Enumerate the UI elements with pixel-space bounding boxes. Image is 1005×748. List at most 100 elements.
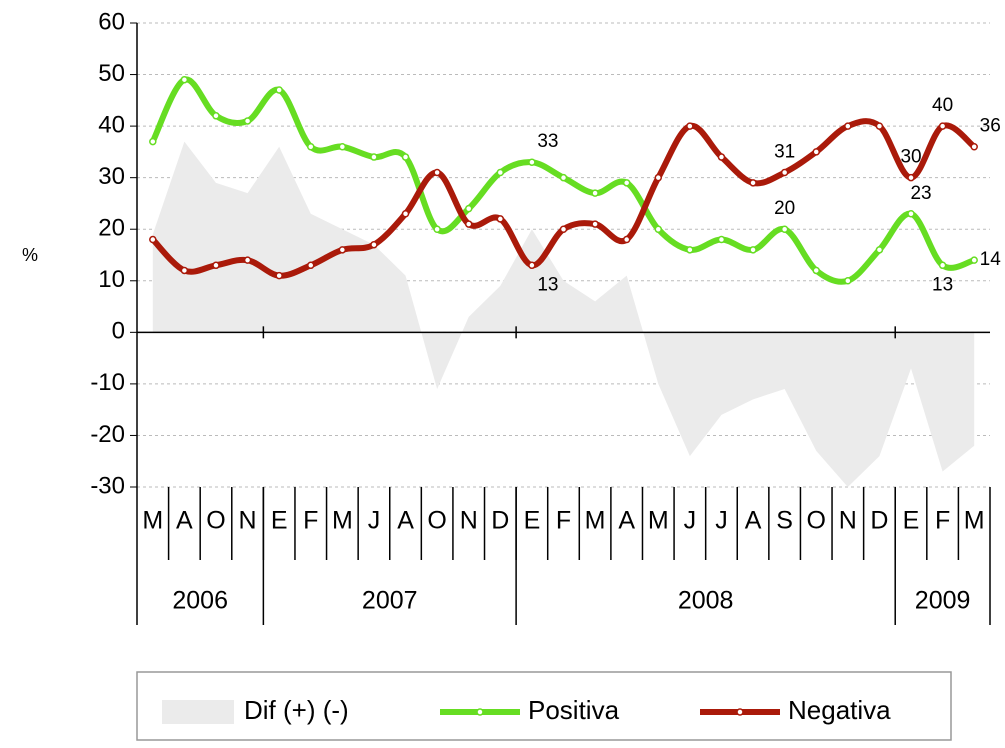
marker	[433, 225, 441, 233]
x-tick-label: O	[807, 507, 826, 535]
y-tick-label: 30	[98, 163, 125, 190]
y-tick-label: 0	[112, 318, 125, 345]
x-tick-label: F	[935, 507, 950, 535]
marker	[654, 225, 663, 233]
marker	[528, 261, 536, 270]
x-tick-label: M	[964, 507, 985, 535]
y-tick-label: 40	[98, 111, 125, 138]
marker	[149, 137, 157, 146]
data-label: 23	[910, 183, 931, 204]
marker	[180, 266, 189, 275]
x-tick-label: E	[903, 507, 920, 535]
marker	[401, 210, 410, 218]
marker	[970, 142, 978, 151]
marker	[844, 277, 852, 285]
x-tick-label: A	[176, 507, 193, 535]
marker	[938, 261, 947, 270]
x-tick-label: M	[332, 507, 353, 535]
marker	[654, 173, 663, 182]
year-label: 2006	[172, 587, 228, 615]
x-tick-label: M	[142, 507, 163, 535]
x-tick-label: A	[618, 507, 635, 535]
marker	[812, 148, 820, 156]
marker	[338, 246, 347, 254]
y-tick-label: 10	[98, 266, 125, 293]
data-label: 20	[774, 198, 795, 219]
x-tick-label: J	[715, 507, 728, 535]
x-tick-label: E	[524, 507, 541, 535]
marker	[433, 168, 441, 177]
x-tick-label: D	[491, 507, 509, 535]
marker	[528, 158, 536, 166]
marker	[875, 122, 884, 130]
y-tick-label: 50	[98, 60, 125, 87]
marker	[496, 168, 505, 177]
marker	[243, 256, 252, 264]
marker	[338, 142, 347, 151]
x-tick-label: N	[460, 507, 478, 535]
legend-label: Positiva	[528, 695, 620, 725]
marker	[749, 179, 757, 187]
data-label: 14	[980, 249, 1002, 270]
data-label: 36	[980, 116, 1001, 137]
x-tick-label: J	[684, 507, 697, 535]
data-label: 40	[932, 95, 953, 116]
y-axis-label: %	[22, 245, 38, 265]
marker	[559, 173, 568, 182]
x-tick-label: D	[870, 507, 888, 535]
x-tick-label: F	[303, 507, 318, 535]
x-tick-label: J	[368, 507, 381, 535]
marker	[686, 122, 694, 130]
data-label: 30	[900, 147, 921, 168]
y-tick-label: 20	[98, 215, 125, 242]
marker	[875, 246, 884, 254]
marker	[717, 235, 726, 244]
marker	[907, 173, 915, 182]
marker	[780, 225, 789, 233]
legend-label: Dif (+) (-)	[244, 695, 349, 725]
marker	[686, 246, 694, 254]
legend-box	[136, 671, 952, 741]
x-tick-label: A	[397, 507, 414, 535]
y-tick-label: -30	[90, 472, 125, 499]
marker	[149, 235, 157, 244]
data-label: 13	[932, 274, 953, 295]
data-label: 31	[774, 142, 795, 163]
marker	[180, 75, 189, 84]
marker	[464, 220, 473, 228]
area	[152, 141, 975, 488]
marker	[370, 240, 378, 249]
marker	[243, 117, 252, 125]
data-label: 33	[537, 131, 558, 152]
marker	[496, 215, 505, 223]
marker	[907, 210, 915, 218]
marker	[307, 261, 315, 270]
marker	[464, 204, 473, 213]
marker	[591, 220, 599, 228]
marker	[717, 153, 726, 161]
year-label: 2009	[915, 587, 971, 615]
x-tick-label: O	[206, 507, 225, 535]
marker	[559, 225, 568, 233]
legend-marker	[736, 708, 744, 716]
y-tick-label: -20	[90, 421, 125, 448]
x-tick-label: A	[745, 507, 762, 535]
marker	[370, 153, 378, 161]
legend-marker	[476, 708, 484, 716]
marker	[591, 189, 599, 197]
marker	[780, 168, 789, 177]
marker	[622, 235, 631, 244]
marker	[275, 86, 283, 94]
marker	[212, 261, 220, 270]
marker	[275, 271, 283, 280]
marker	[844, 122, 852, 130]
marker	[812, 266, 820, 275]
x-tick-label: F	[556, 507, 571, 535]
y-tick-label: 60	[98, 8, 125, 35]
x-tick-label: M	[648, 507, 669, 535]
x-tick-label: E	[271, 507, 288, 535]
legend-label: Negativa	[788, 695, 891, 725]
x-tick-label: S	[776, 507, 793, 535]
